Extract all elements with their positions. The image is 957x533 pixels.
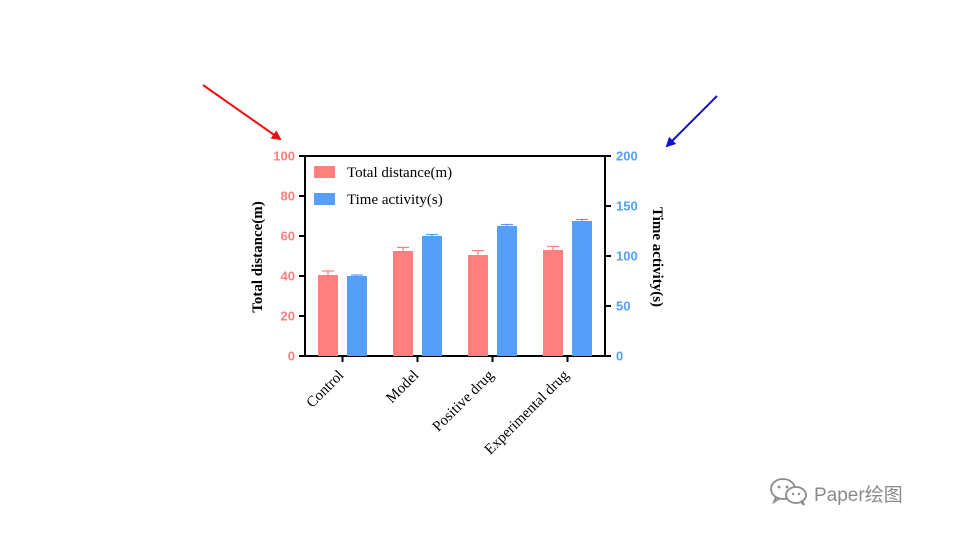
right-tick-label: 0 <box>616 349 623 364</box>
right-tick-label: 100 <box>616 249 638 264</box>
bar-distance <box>543 250 563 356</box>
left-tick-label: 80 <box>281 189 295 204</box>
left-tick-label: 40 <box>281 269 295 284</box>
category-label: Control <box>304 368 348 412</box>
left-axis-title: Total distance(m) <box>250 201 266 313</box>
left-tick-label: 0 <box>288 349 295 364</box>
category-label: Model <box>383 368 422 407</box>
red-arrow-pointing-left-axis <box>202 84 282 141</box>
bar-activity <box>347 276 367 356</box>
category-label: Positive drug <box>430 367 498 435</box>
bar-distance <box>393 251 413 356</box>
legend-swatch-distance <box>314 166 335 178</box>
bar-activity <box>422 236 442 356</box>
left-tick-label: 60 <box>281 229 295 244</box>
right-tick-label: 50 <box>616 299 630 314</box>
bar-distance <box>318 275 338 356</box>
legend: Total distance(m) Time activity(s) <box>314 165 452 208</box>
error-bars <box>322 218 588 276</box>
right-axis-ticks: 0 50 100 150 200 <box>605 149 638 364</box>
watermark: Paper绘图 <box>768 476 903 511</box>
legend-label-activity: Time activity(s) <box>347 192 443 208</box>
bar-distance <box>468 255 488 356</box>
right-axis-title: Time activity(s) <box>649 207 665 307</box>
wechat-icon <box>768 476 810 511</box>
category-ticks <box>341 356 569 362</box>
blue-arrow-pointing-right-axis <box>665 95 718 148</box>
right-tick-label: 200 <box>616 149 638 164</box>
left-tick-label: 100 <box>273 149 295 164</box>
bar-activity <box>572 221 592 356</box>
left-axis-ticks: 0 20 40 60 80 100 <box>273 149 305 364</box>
right-tick-label: 150 <box>616 199 638 214</box>
left-tick-label: 20 <box>281 309 295 324</box>
bar-activity <box>497 226 517 356</box>
category-label: Experimental drug <box>482 367 573 458</box>
legend-label-distance: Total distance(m) <box>347 165 452 181</box>
legend-swatch-activity <box>314 193 335 205</box>
watermark-text: Paper绘图 <box>814 485 903 506</box>
bars <box>318 221 592 356</box>
